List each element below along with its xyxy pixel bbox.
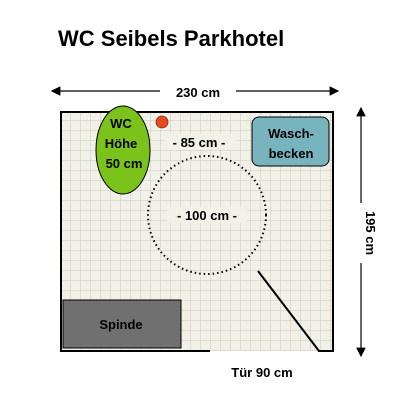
walls bbox=[60, 111, 334, 352]
door-swing bbox=[257, 270, 320, 352]
turning-circle-label: - 100 cm - bbox=[177, 208, 237, 223]
locker-label: Spinde bbox=[99, 317, 142, 332]
turning-circle bbox=[147, 155, 267, 275]
clearance-label: - 85 cm - bbox=[173, 135, 226, 150]
page-title: WC Seibels Parkhotel bbox=[58, 26, 285, 51]
door-label: Tür 90 cm bbox=[231, 365, 292, 380]
wc-toilet bbox=[95, 105, 151, 195]
wc-label-line3: 50 cm bbox=[106, 156, 143, 171]
sink-label-line2: becken bbox=[269, 146, 314, 161]
wc-label-line2: Höhe bbox=[105, 136, 138, 151]
height-label: 195 cm bbox=[363, 211, 378, 255]
sink-label-line1: Wasch- bbox=[268, 126, 314, 141]
sink bbox=[251, 116, 330, 167]
wc-label-line1: WC bbox=[110, 116, 132, 131]
red-marker bbox=[155, 115, 169, 129]
width-label: 230 cm bbox=[176, 85, 220, 100]
lockers bbox=[62, 299, 182, 349]
